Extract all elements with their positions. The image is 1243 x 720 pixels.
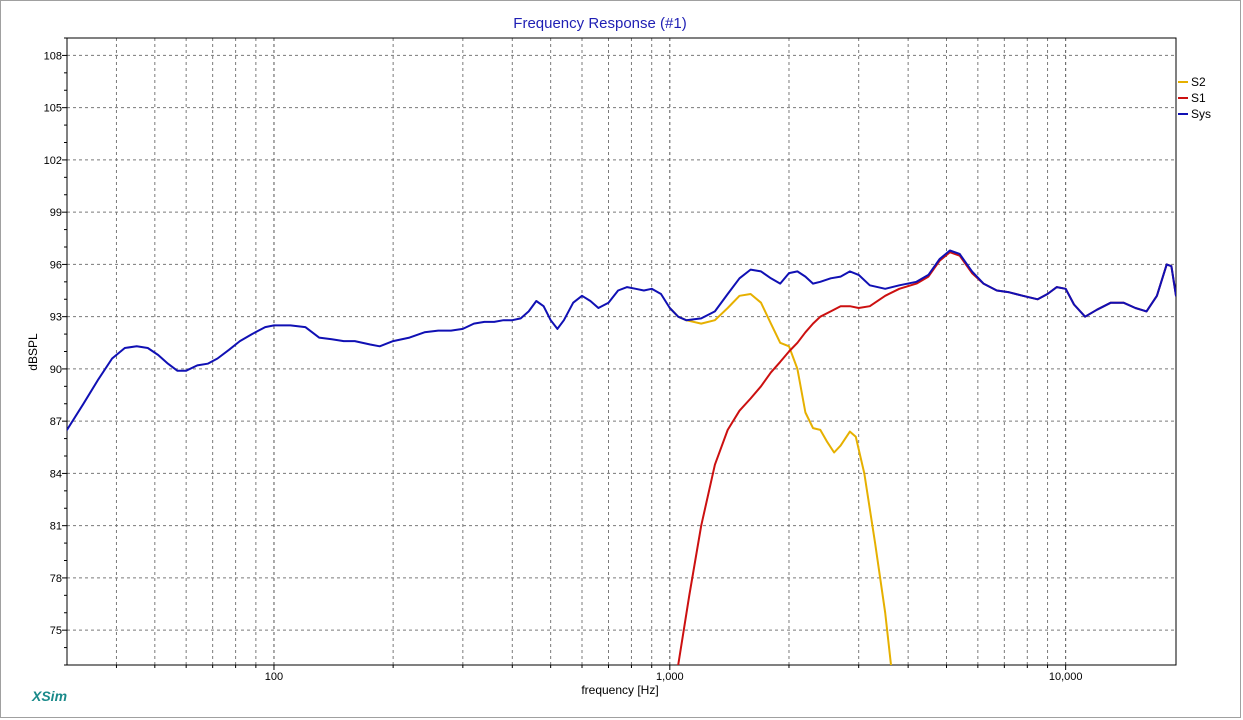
x-tick-label: 1,000	[656, 671, 684, 683]
app-brand-logo: XSim	[32, 688, 68, 704]
y-tick-label: 99	[50, 207, 62, 219]
chart-title: Frequency Response (#1)	[513, 15, 686, 32]
grid	[67, 38, 1176, 665]
legend: S2 S1 Sys	[1178, 75, 1211, 121]
series-line-s1	[677, 251, 1176, 665]
legend-label-sys: Sys	[1191, 107, 1211, 121]
y-tick-label: 105	[44, 103, 62, 115]
series-line-s2	[668, 293, 892, 665]
y-tick-label: 78	[50, 573, 62, 585]
x-tick-label: 10,000	[1049, 671, 1083, 683]
plot-area	[66, 37, 1177, 666]
axis-ticks: 75 78 81 84 87 90 93 96 99 102 105 108 100 1,000 10,00…	[44, 37, 1083, 683]
series-lines	[67, 249, 1176, 665]
y-tick-label: 93	[50, 312, 62, 324]
legend-label-s2: S2	[1191, 75, 1206, 89]
y-tick-label: 96	[50, 259, 62, 271]
y-tick-label: 102	[44, 155, 62, 167]
y-tick-label: 108	[44, 50, 62, 62]
y-tick-label: 75	[50, 625, 62, 637]
x-axis-label: frequency [Hz]	[581, 683, 658, 697]
legend-label-s1: S1	[1191, 91, 1206, 105]
y-tick-label: 90	[50, 364, 62, 376]
x-tick-label: 100	[265, 671, 283, 683]
series-line-sys	[67, 249, 1176, 431]
y-tick-label: 87	[50, 416, 62, 428]
y-axis-label: dBSPL	[26, 333, 40, 371]
y-tick-label: 84	[50, 468, 62, 480]
y-tick-label: 81	[50, 521, 62, 533]
